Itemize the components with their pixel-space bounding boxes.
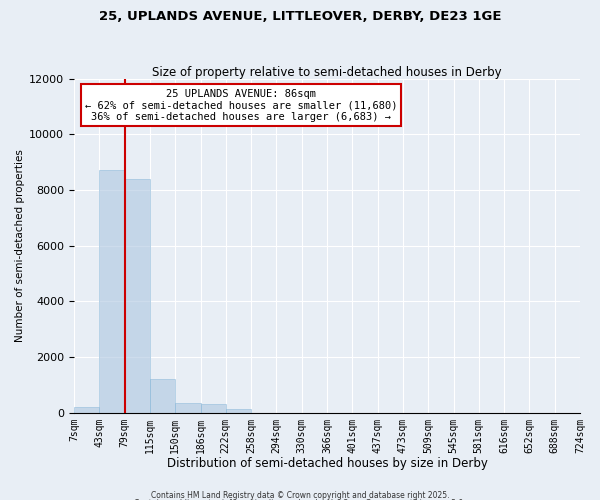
Text: 25, UPLANDS AVENUE, LITTLEOVER, DERBY, DE23 1GE: 25, UPLANDS AVENUE, LITTLEOVER, DERBY, D… <box>99 10 501 23</box>
Text: 25 UPLANDS AVENUE: 86sqm
← 62% of semi-detached houses are smaller (11,680)
36% : 25 UPLANDS AVENUE: 86sqm ← 62% of semi-d… <box>85 88 397 122</box>
Bar <box>74 407 100 412</box>
Bar <box>125 179 150 412</box>
Bar <box>150 380 175 412</box>
Title: Size of property relative to semi-detached houses in Derby: Size of property relative to semi-detach… <box>152 66 502 78</box>
Bar <box>226 409 251 412</box>
Bar <box>175 403 200 412</box>
Bar <box>200 404 226 412</box>
Y-axis label: Number of semi-detached properties: Number of semi-detached properties <box>15 149 25 342</box>
Text: Contains public sector information licensed under the Open Government Licence v3: Contains public sector information licen… <box>134 499 466 500</box>
X-axis label: Distribution of semi-detached houses by size in Derby: Distribution of semi-detached houses by … <box>167 457 487 470</box>
Text: Contains HM Land Registry data © Crown copyright and database right 2025.: Contains HM Land Registry data © Crown c… <box>151 490 449 500</box>
Bar <box>100 170 125 412</box>
